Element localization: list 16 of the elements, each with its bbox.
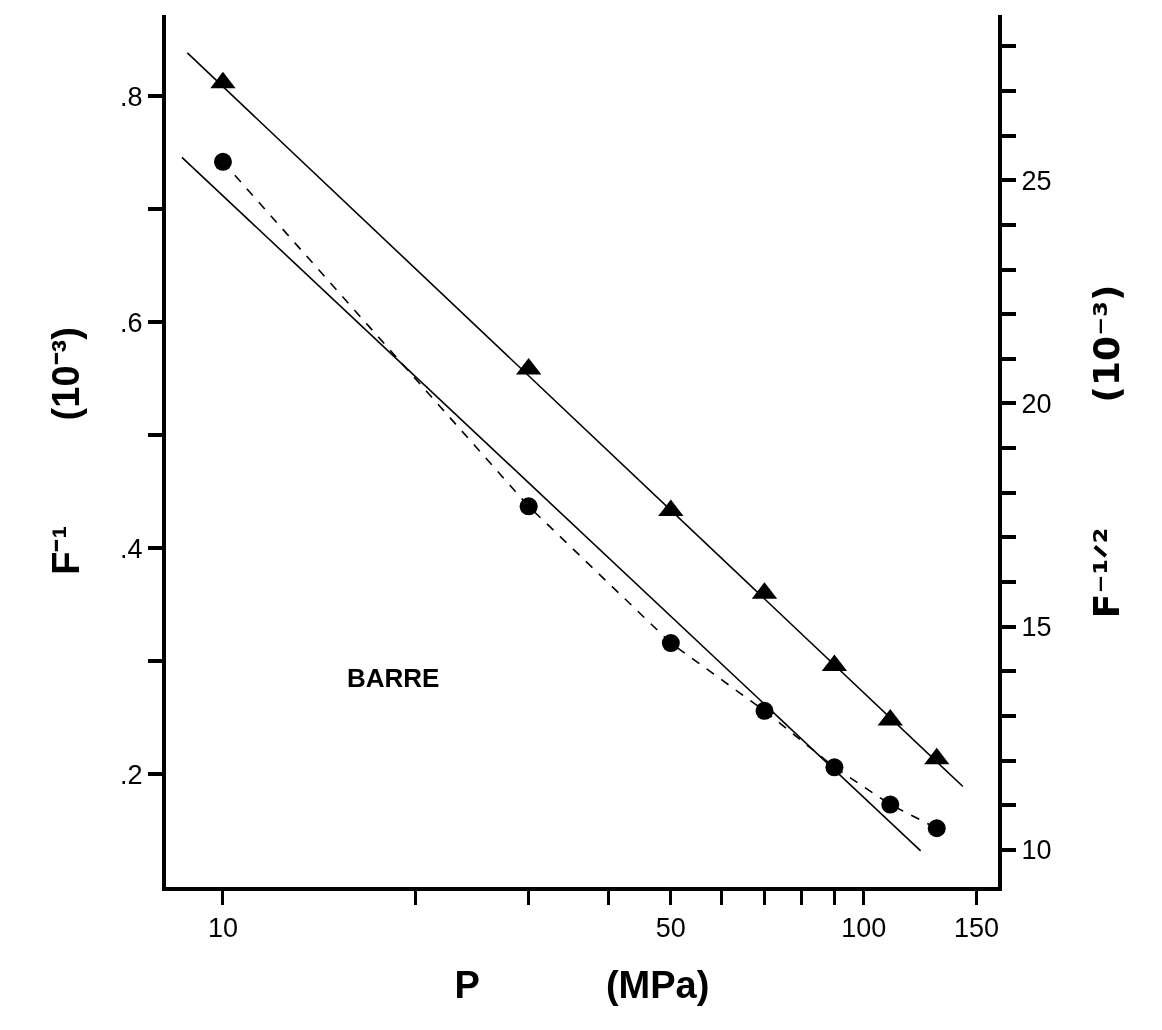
y2-tick-label: 20 [1021, 388, 1052, 419]
y-tick-label: .6 [120, 307, 143, 338]
y2-tick-label: 15 [1021, 612, 1052, 643]
y-tick-label: .2 [120, 759, 143, 790]
x-tick-label: 10 [207, 913, 238, 944]
x-axis-title: P (MPa) [454, 964, 710, 1006]
y-axis-title: F⁻¹ (10⁻³) [44, 327, 87, 575]
x-tick-label: 150 [954, 913, 1000, 944]
y-tick-label: .8 [120, 81, 143, 112]
y2-axis-title: F⁻¹ᐟ² (10⁻³) [1086, 284, 1128, 619]
y2-tick-label: 10 [1021, 835, 1052, 866]
y2-tick-label: 25 [1021, 165, 1052, 196]
x-tick-label: 100 [841, 913, 887, 944]
x-tick-label: 50 [655, 913, 686, 944]
y-tick-label: .4 [120, 533, 143, 564]
annotation: BARRE [347, 663, 440, 693]
